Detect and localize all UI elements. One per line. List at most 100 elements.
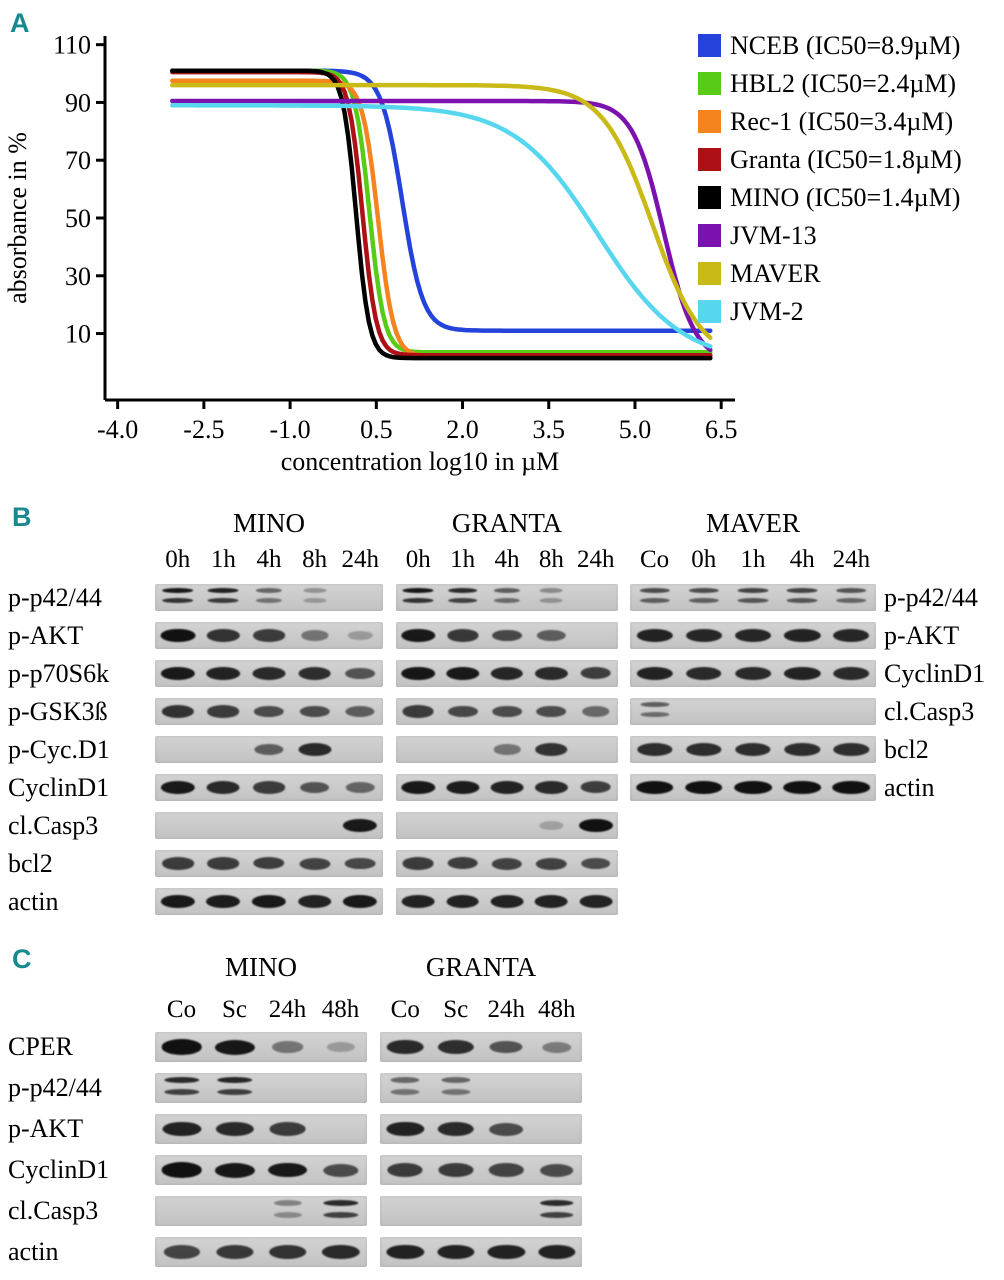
x-tick-label: -2.5 <box>183 415 224 444</box>
blot-lane <box>532 1073 583 1103</box>
blot-band <box>345 667 376 680</box>
blot-lane <box>380 1073 431 1103</box>
blot-band <box>326 1042 355 1052</box>
blot-band <box>685 629 722 642</box>
row-label-left: bcl2 <box>8 848 53 878</box>
blot-lane <box>827 698 876 725</box>
blot-band <box>299 705 330 718</box>
blot-lane <box>778 736 827 763</box>
row-label-left: CyclinD1 <box>8 1155 110 1184</box>
blot-band <box>640 701 670 708</box>
legend-item-JVM-2: JVM-2 <box>698 298 962 325</box>
blot-group-header-MAVER: MAVER <box>705 508 801 538</box>
blot-strip <box>396 736 618 763</box>
blot-band <box>437 1039 474 1054</box>
blot-lane <box>292 698 338 725</box>
blot-band <box>269 1122 306 1136</box>
x-tick-label: 5.0 <box>619 415 652 444</box>
blot-lane <box>261 1073 314 1103</box>
blot-lane <box>827 736 876 763</box>
blot-band <box>322 1163 359 1177</box>
blot-band <box>446 780 480 795</box>
blot-lane <box>574 584 618 611</box>
blot-band <box>215 1121 254 1137</box>
blot-lane <box>532 1032 583 1062</box>
row-label-right: p-p42/44 <box>884 582 978 612</box>
blot-lane <box>630 622 679 649</box>
blot-band <box>402 598 434 604</box>
blot-group-header-MINO: MINO <box>225 952 297 982</box>
legend-label: JVM-13 <box>730 221 817 250</box>
blot-lane <box>246 584 292 611</box>
blot-band <box>539 1200 574 1207</box>
blot-group-header-GRANTA: GRANTA <box>451 508 563 538</box>
blot-band <box>251 894 287 909</box>
blot-lane <box>431 1073 482 1103</box>
blot-band <box>298 743 332 756</box>
blot-band <box>784 628 821 642</box>
blot-lane <box>485 850 529 877</box>
blot-band <box>216 1088 253 1095</box>
blot-lane <box>679 584 728 611</box>
blot-lane <box>380 1032 431 1062</box>
y-axis-label: absorbance in % <box>3 132 32 304</box>
blot-strip <box>630 774 876 801</box>
blot-band <box>437 1244 475 1260</box>
blot-strip <box>155 812 383 839</box>
blot-lane <box>778 774 827 801</box>
blot-lane <box>246 812 292 839</box>
blot-lane <box>155 774 201 801</box>
blot-lane <box>532 1155 583 1185</box>
blot-band <box>343 894 378 909</box>
row-label-left: p-p70S6k <box>8 658 110 688</box>
blot-lane <box>155 1114 208 1144</box>
blot-lane <box>246 888 292 915</box>
blot-band <box>535 667 568 680</box>
blot-band <box>580 667 612 680</box>
blot-lane <box>201 584 247 611</box>
blot-band <box>160 666 195 681</box>
blot-band <box>784 666 821 680</box>
blot-lane <box>630 774 679 801</box>
blot-band <box>539 587 563 594</box>
blot-lane <box>679 736 728 763</box>
blot-band <box>639 587 670 594</box>
blot-band <box>538 1244 576 1260</box>
blot-band <box>832 780 871 795</box>
row-label-left: cl.Casp3 <box>8 1196 99 1225</box>
panel-c: C MINO Co Sc 24h 48h GRANTA Co Sc 24h 48h CPER p-p4… <box>0 942 1004 1280</box>
blot-band <box>386 1039 424 1055</box>
blot-lane <box>396 660 440 687</box>
blot-lane <box>440 660 484 687</box>
blot-strip <box>380 1032 582 1062</box>
blot-lane <box>201 812 247 839</box>
blot-lane <box>574 888 618 915</box>
legend-item-JVM-13: JVM-13 <box>698 222 962 249</box>
blot-lane <box>155 888 201 915</box>
row-label-right: CyclinD1 <box>884 658 986 688</box>
blot-strip <box>380 1114 582 1144</box>
blot-strip <box>396 812 618 839</box>
legend-swatch-icon <box>698 34 721 57</box>
blot-lane <box>155 622 201 649</box>
blot-band <box>322 1200 359 1207</box>
legend-item-MAVER: MAVER <box>698 260 962 287</box>
blot-lane <box>337 622 383 649</box>
lane-label: Co <box>640 546 670 573</box>
blot-strip <box>155 1196 367 1226</box>
blot-lane <box>778 584 827 611</box>
legend-label: Rec-1 (IC50=3.4µM) <box>730 107 954 136</box>
blot-lane <box>396 812 440 839</box>
legend-label: NCEB (IC50=8.9µM) <box>730 31 961 60</box>
blot-strip <box>630 698 876 725</box>
blot-group-header-MINO: MINO <box>233 508 305 538</box>
blot-lane <box>529 584 573 611</box>
blot-band <box>161 598 194 604</box>
row-label-right: actin <box>884 772 935 802</box>
lane-label: 4h <box>256 546 282 573</box>
blot-lane <box>485 660 529 687</box>
blot-band <box>446 894 479 908</box>
blot-lane <box>246 698 292 725</box>
blot-lane <box>574 850 618 877</box>
blot-strip <box>155 888 383 915</box>
